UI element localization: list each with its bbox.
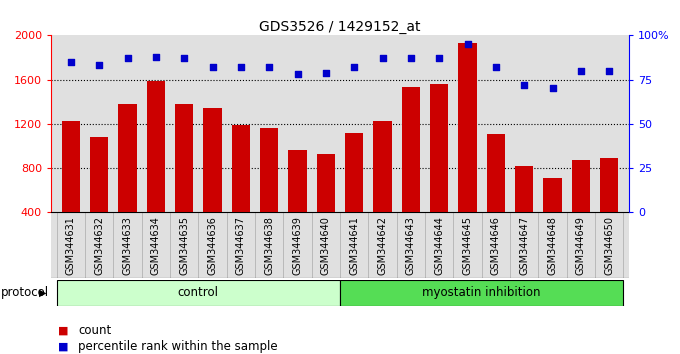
Text: GSM344637: GSM344637 bbox=[236, 216, 246, 275]
Point bbox=[434, 56, 445, 61]
Bar bbox=[90, 137, 108, 212]
Bar bbox=[572, 160, 590, 212]
Bar bbox=[430, 84, 448, 212]
Text: GSM344649: GSM344649 bbox=[576, 216, 586, 275]
Bar bbox=[515, 166, 533, 212]
Bar bbox=[175, 104, 193, 212]
Text: percentile rank within the sample: percentile rank within the sample bbox=[78, 340, 278, 353]
Point bbox=[235, 64, 246, 70]
Text: GSM344648: GSM344648 bbox=[547, 216, 558, 275]
Text: GSM344632: GSM344632 bbox=[94, 216, 104, 275]
Text: GSM344642: GSM344642 bbox=[377, 216, 388, 275]
Text: myostatin inhibition: myostatin inhibition bbox=[422, 286, 541, 299]
Point bbox=[207, 64, 218, 70]
Point bbox=[462, 41, 473, 47]
Bar bbox=[345, 133, 363, 212]
Point bbox=[490, 64, 501, 70]
Bar bbox=[232, 125, 250, 212]
Text: GSM344644: GSM344644 bbox=[434, 216, 444, 275]
Text: GSM344650: GSM344650 bbox=[604, 216, 614, 275]
Bar bbox=[147, 81, 165, 212]
Point bbox=[604, 68, 615, 74]
Point bbox=[575, 68, 586, 74]
Text: GSM344636: GSM344636 bbox=[207, 216, 218, 275]
Bar bbox=[203, 108, 222, 212]
Bar bbox=[487, 134, 505, 212]
Bar bbox=[56, 280, 340, 306]
Text: GSM344633: GSM344633 bbox=[122, 216, 133, 275]
Text: GSM344638: GSM344638 bbox=[264, 216, 274, 275]
Bar bbox=[402, 87, 420, 212]
Text: ■: ■ bbox=[58, 341, 68, 351]
Text: GSM344635: GSM344635 bbox=[179, 216, 189, 275]
Text: ▶: ▶ bbox=[39, 288, 47, 298]
Point bbox=[377, 56, 388, 61]
Text: GSM344646: GSM344646 bbox=[491, 216, 501, 275]
Point bbox=[349, 64, 360, 70]
Text: GSM344643: GSM344643 bbox=[406, 216, 416, 275]
Bar bbox=[288, 150, 307, 212]
Point bbox=[405, 56, 416, 61]
Point bbox=[320, 70, 331, 75]
Point bbox=[292, 72, 303, 77]
Bar bbox=[317, 154, 335, 212]
Text: protocol: protocol bbox=[1, 286, 50, 299]
Text: GSM344639: GSM344639 bbox=[292, 216, 303, 275]
Point bbox=[547, 86, 558, 91]
Bar bbox=[543, 178, 562, 212]
Text: count: count bbox=[78, 325, 112, 337]
Bar bbox=[118, 104, 137, 212]
Point bbox=[65, 59, 76, 65]
Bar bbox=[600, 158, 618, 212]
Text: ■: ■ bbox=[58, 326, 68, 336]
Point bbox=[94, 63, 105, 68]
Text: GSM344647: GSM344647 bbox=[519, 216, 529, 275]
Bar bbox=[62, 121, 80, 212]
Bar bbox=[458, 43, 477, 212]
Point bbox=[122, 56, 133, 61]
Point bbox=[519, 82, 530, 88]
Point bbox=[179, 56, 190, 61]
Text: GSM344631: GSM344631 bbox=[66, 216, 76, 275]
Point bbox=[264, 64, 275, 70]
Title: GDS3526 / 1429152_at: GDS3526 / 1429152_at bbox=[259, 21, 421, 34]
Point bbox=[150, 54, 161, 59]
Text: GSM344645: GSM344645 bbox=[462, 216, 473, 275]
Bar bbox=[340, 280, 624, 306]
Text: GSM344640: GSM344640 bbox=[321, 216, 331, 275]
Bar bbox=[260, 128, 278, 212]
Text: control: control bbox=[178, 286, 219, 299]
Text: GSM344641: GSM344641 bbox=[349, 216, 359, 275]
Text: GSM344634: GSM344634 bbox=[151, 216, 161, 275]
Bar bbox=[373, 121, 392, 212]
